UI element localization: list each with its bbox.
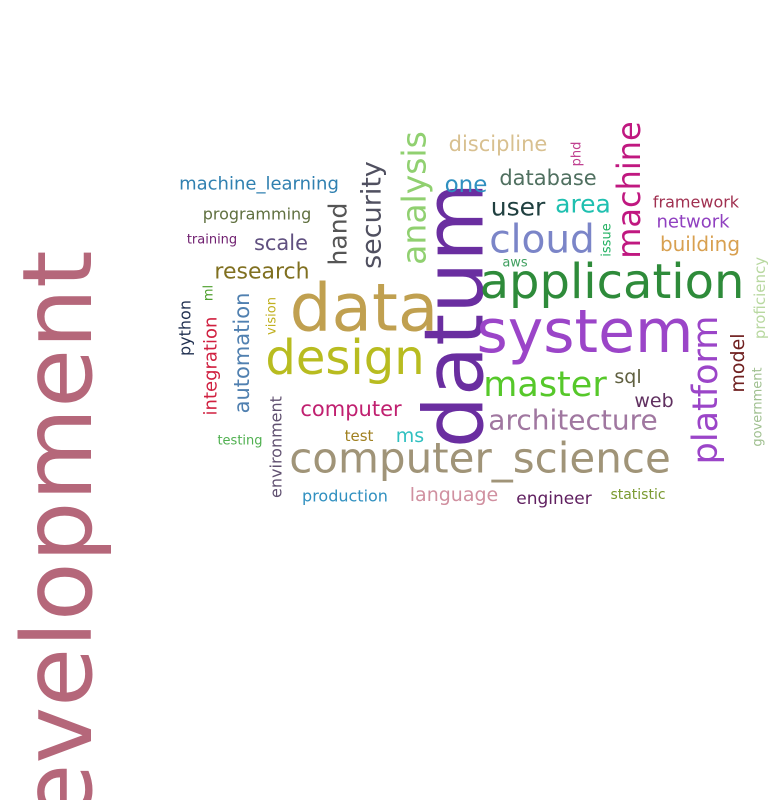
word: building bbox=[660, 232, 740, 256]
word: statistic bbox=[610, 487, 665, 503]
word: machine_learning bbox=[179, 174, 339, 195]
word: user bbox=[491, 193, 546, 222]
word: design bbox=[265, 330, 424, 386]
word: web bbox=[634, 390, 673, 412]
word: aws bbox=[502, 256, 528, 271]
word: environment bbox=[267, 396, 286, 498]
word: data bbox=[290, 270, 439, 347]
word: programming bbox=[203, 205, 312, 224]
word: proficiency bbox=[751, 257, 769, 339]
word: testing bbox=[217, 434, 262, 449]
word: sql bbox=[614, 366, 641, 388]
word: hand bbox=[324, 203, 353, 266]
word: production bbox=[302, 487, 388, 506]
word: language bbox=[410, 484, 498, 506]
word: python bbox=[176, 300, 195, 356]
word: database bbox=[499, 166, 596, 190]
word: master bbox=[483, 365, 607, 405]
word: computer bbox=[300, 397, 402, 421]
word: integration bbox=[201, 317, 222, 416]
word: datum bbox=[408, 182, 503, 448]
word: engineer bbox=[516, 489, 591, 509]
word: ms bbox=[396, 425, 424, 447]
word: framework bbox=[653, 193, 740, 212]
word: ml bbox=[202, 285, 217, 301]
word: discipline bbox=[449, 132, 548, 156]
word: analysis bbox=[395, 131, 434, 265]
word: machine bbox=[610, 121, 648, 259]
word: research bbox=[214, 260, 309, 285]
word: architecture bbox=[488, 404, 657, 437]
word: scale bbox=[254, 231, 308, 255]
word: platform bbox=[686, 316, 726, 465]
word: cloud bbox=[489, 218, 595, 263]
word: computer_science bbox=[289, 434, 671, 483]
word: network bbox=[656, 212, 730, 233]
word: phd bbox=[570, 142, 585, 167]
word: test bbox=[345, 427, 374, 445]
word: model bbox=[727, 333, 749, 392]
word: system bbox=[477, 297, 694, 367]
word: development bbox=[2, 250, 114, 800]
word: application bbox=[480, 254, 745, 310]
word: issue bbox=[600, 223, 615, 256]
word: one bbox=[445, 172, 488, 198]
word: vision bbox=[265, 297, 280, 335]
word: automation bbox=[230, 293, 254, 414]
word: security bbox=[357, 161, 388, 269]
word: area bbox=[555, 190, 611, 219]
word: government bbox=[751, 367, 766, 446]
word: training bbox=[187, 233, 237, 248]
